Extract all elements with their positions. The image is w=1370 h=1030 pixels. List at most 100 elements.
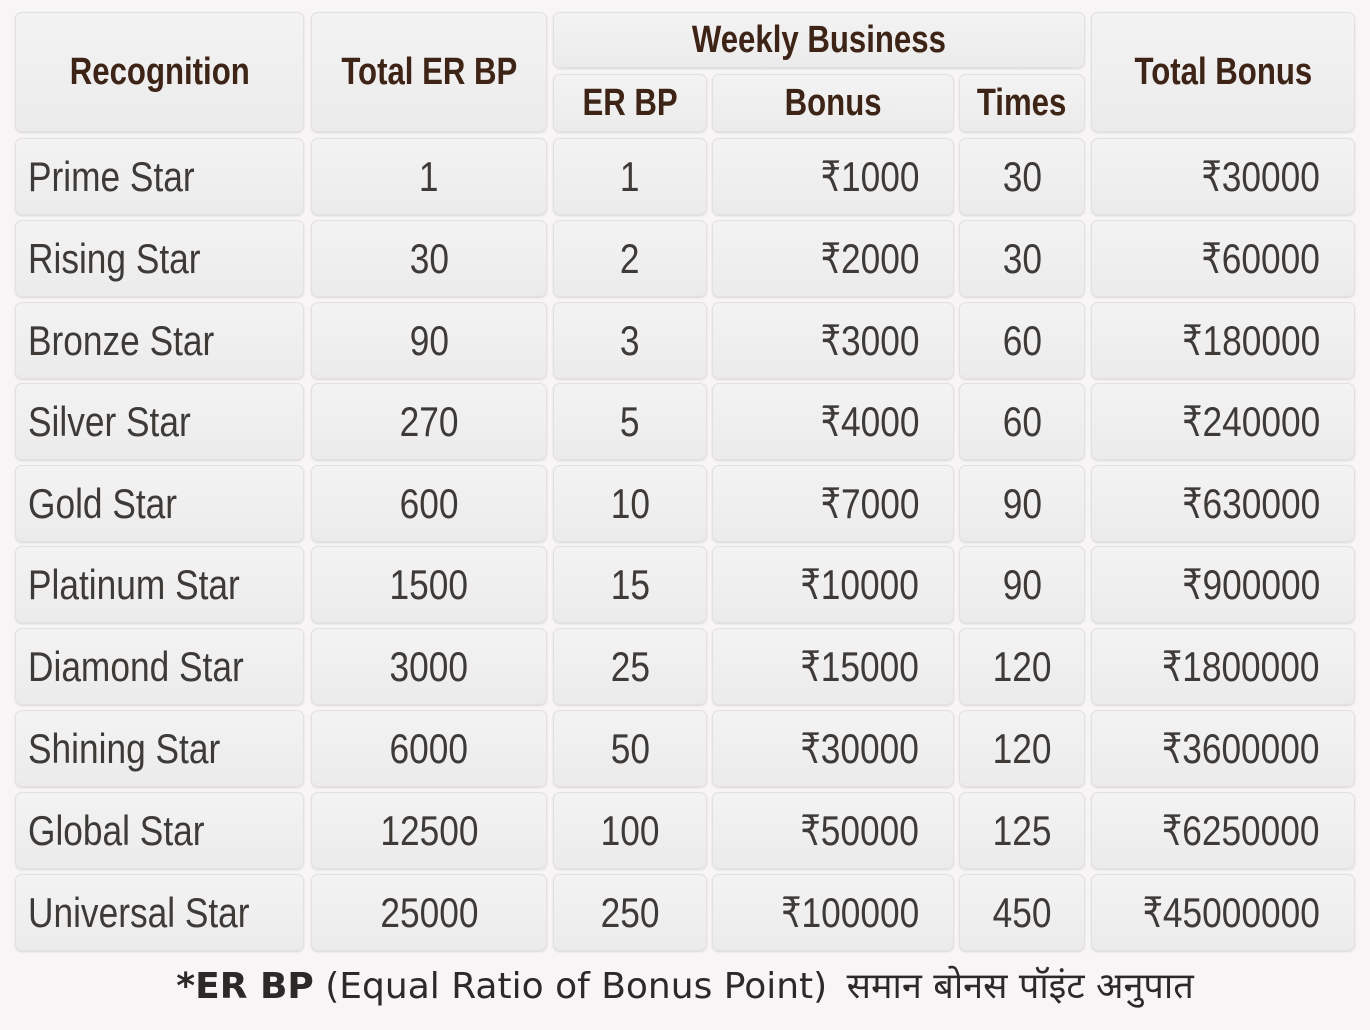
- cell-times: 90: [959, 465, 1085, 542]
- cell-er-bp: 50: [553, 710, 707, 787]
- cell-er-bp: 5: [553, 383, 707, 460]
- cell-text: ₹6250000: [1162, 807, 1320, 854]
- cell-total-bonus: ₹3600000: [1091, 710, 1355, 787]
- cell-text: ₹1800000: [1162, 643, 1320, 690]
- cell-total-er-bp: 1: [311, 138, 547, 215]
- cell-text: ₹1000: [820, 153, 919, 200]
- cell-text: ₹60000: [1201, 235, 1320, 282]
- cell-recognition: Gold Star: [15, 465, 304, 542]
- cell-bonus: ₹7000: [712, 465, 954, 542]
- cell-text: 3000: [389, 642, 469, 690]
- cell-text: 450: [992, 888, 1052, 936]
- cell-times: 125: [959, 792, 1085, 869]
- cell-text: 125: [992, 806, 1052, 854]
- cell-text: 6000: [389, 724, 469, 772]
- cell-text: 60: [1002, 397, 1042, 445]
- cell-text: ₹45000000: [1142, 889, 1320, 936]
- cell-recognition: Platinum Star: [15, 546, 304, 623]
- cell-text: 5: [620, 397, 640, 445]
- header-bonus: Bonus: [712, 74, 954, 132]
- cell-text: 50: [610, 724, 650, 772]
- cell-text: 30: [1002, 234, 1042, 282]
- cell-text: 1500: [389, 560, 469, 608]
- header-times: Times: [959, 74, 1085, 132]
- cell-text: 600: [399, 479, 459, 527]
- cell-recognition: Universal Star: [15, 874, 304, 951]
- footnote-term: *ER BP: [176, 966, 314, 1007]
- cell-text: Universal Star: [28, 888, 250, 936]
- cell-text: Bronze Star: [28, 316, 215, 364]
- cell-times: 90: [959, 546, 1085, 623]
- cell-total-er-bp: 90: [311, 302, 547, 379]
- cell-recognition: Rising Star: [15, 220, 304, 297]
- cell-bonus: ₹1000: [712, 138, 954, 215]
- cell-text: Silver Star: [28, 397, 191, 445]
- header-total-bonus: Total Bonus: [1091, 12, 1355, 132]
- cell-text: 90: [1002, 560, 1042, 608]
- cell-total-bonus: ₹30000: [1091, 138, 1355, 215]
- cell-recognition: Prime Star: [15, 138, 304, 215]
- cell-text: 90: [1002, 479, 1042, 527]
- cell-text: ₹3600000: [1162, 725, 1320, 772]
- cell-text: ₹50000: [800, 807, 919, 854]
- cell-recognition: Silver Star: [15, 383, 304, 460]
- cell-text: ₹2000: [820, 235, 919, 282]
- cell-bonus: ₹15000: [712, 628, 954, 705]
- cell-text: ₹30000: [1201, 153, 1320, 200]
- cell-er-bp: 15: [553, 546, 707, 623]
- cell-recognition: Bronze Star: [15, 302, 304, 379]
- cell-text: 15: [610, 560, 650, 608]
- cell-bonus: ₹2000: [712, 220, 954, 297]
- cell-total-bonus: ₹45000000: [1091, 874, 1355, 951]
- cell-text: Platinum Star: [28, 560, 240, 608]
- cell-text: 10: [610, 479, 650, 527]
- cell-text: 1: [419, 152, 439, 200]
- cell-er-bp: 250: [553, 874, 707, 951]
- cell-text: ₹180000: [1182, 317, 1320, 364]
- cell-text: 250: [600, 888, 660, 936]
- cell-text: ₹900000: [1182, 561, 1320, 608]
- cell-text: Global Star: [28, 806, 205, 854]
- cell-total-er-bp: 6000: [311, 710, 547, 787]
- cell-text: 25: [610, 642, 650, 690]
- cell-total-er-bp: 12500: [311, 792, 547, 869]
- cell-times: 30: [959, 220, 1085, 297]
- cell-total-bonus: ₹630000: [1091, 465, 1355, 542]
- cell-er-bp: 10: [553, 465, 707, 542]
- cell-total-er-bp: 1500: [311, 546, 547, 623]
- cell-bonus: ₹10000: [712, 546, 954, 623]
- cell-times: 120: [959, 710, 1085, 787]
- cell-total-bonus: ₹60000: [1091, 220, 1355, 297]
- cell-er-bp: 3: [553, 302, 707, 379]
- cell-text: ₹4000: [820, 398, 919, 445]
- cell-text: ₹15000: [800, 643, 919, 690]
- cell-er-bp: 100: [553, 792, 707, 869]
- cell-text: ₹7000: [820, 480, 919, 527]
- cell-times: 60: [959, 302, 1085, 379]
- header-weekly-business: Weekly Business: [553, 12, 1085, 68]
- cell-text: 30: [1002, 152, 1042, 200]
- cell-text: Prime Star: [28, 152, 195, 200]
- cell-text: 30: [409, 234, 449, 282]
- cell-bonus: ₹3000: [712, 302, 954, 379]
- cell-text: ₹3000: [820, 317, 919, 364]
- cell-text: 2: [620, 234, 640, 282]
- cell-text: Gold Star: [28, 479, 178, 527]
- cell-text: ₹100000: [781, 889, 919, 936]
- cell-text: Rising Star: [28, 234, 201, 282]
- footnote: *ER BP (Equal Ratio of Bonus Point) समान…: [0, 960, 1370, 1022]
- cell-bonus: ₹50000: [712, 792, 954, 869]
- cell-text: 1: [620, 152, 640, 200]
- cell-total-bonus: ₹180000: [1091, 302, 1355, 379]
- cell-recognition: Diamond Star: [15, 628, 304, 705]
- cell-times: 120: [959, 628, 1085, 705]
- cell-er-bp: 2: [553, 220, 707, 297]
- footnote-definition: (Equal Ratio of Bonus Point): [325, 966, 828, 1007]
- cell-total-er-bp: 270: [311, 383, 547, 460]
- cell-text: 120: [992, 642, 1052, 690]
- cell-total-er-bp: 30: [311, 220, 547, 297]
- cell-text: ₹30000: [800, 725, 919, 772]
- cell-total-er-bp: 3000: [311, 628, 547, 705]
- cell-text: Shining Star: [28, 724, 221, 772]
- cell-text: 90: [409, 316, 449, 364]
